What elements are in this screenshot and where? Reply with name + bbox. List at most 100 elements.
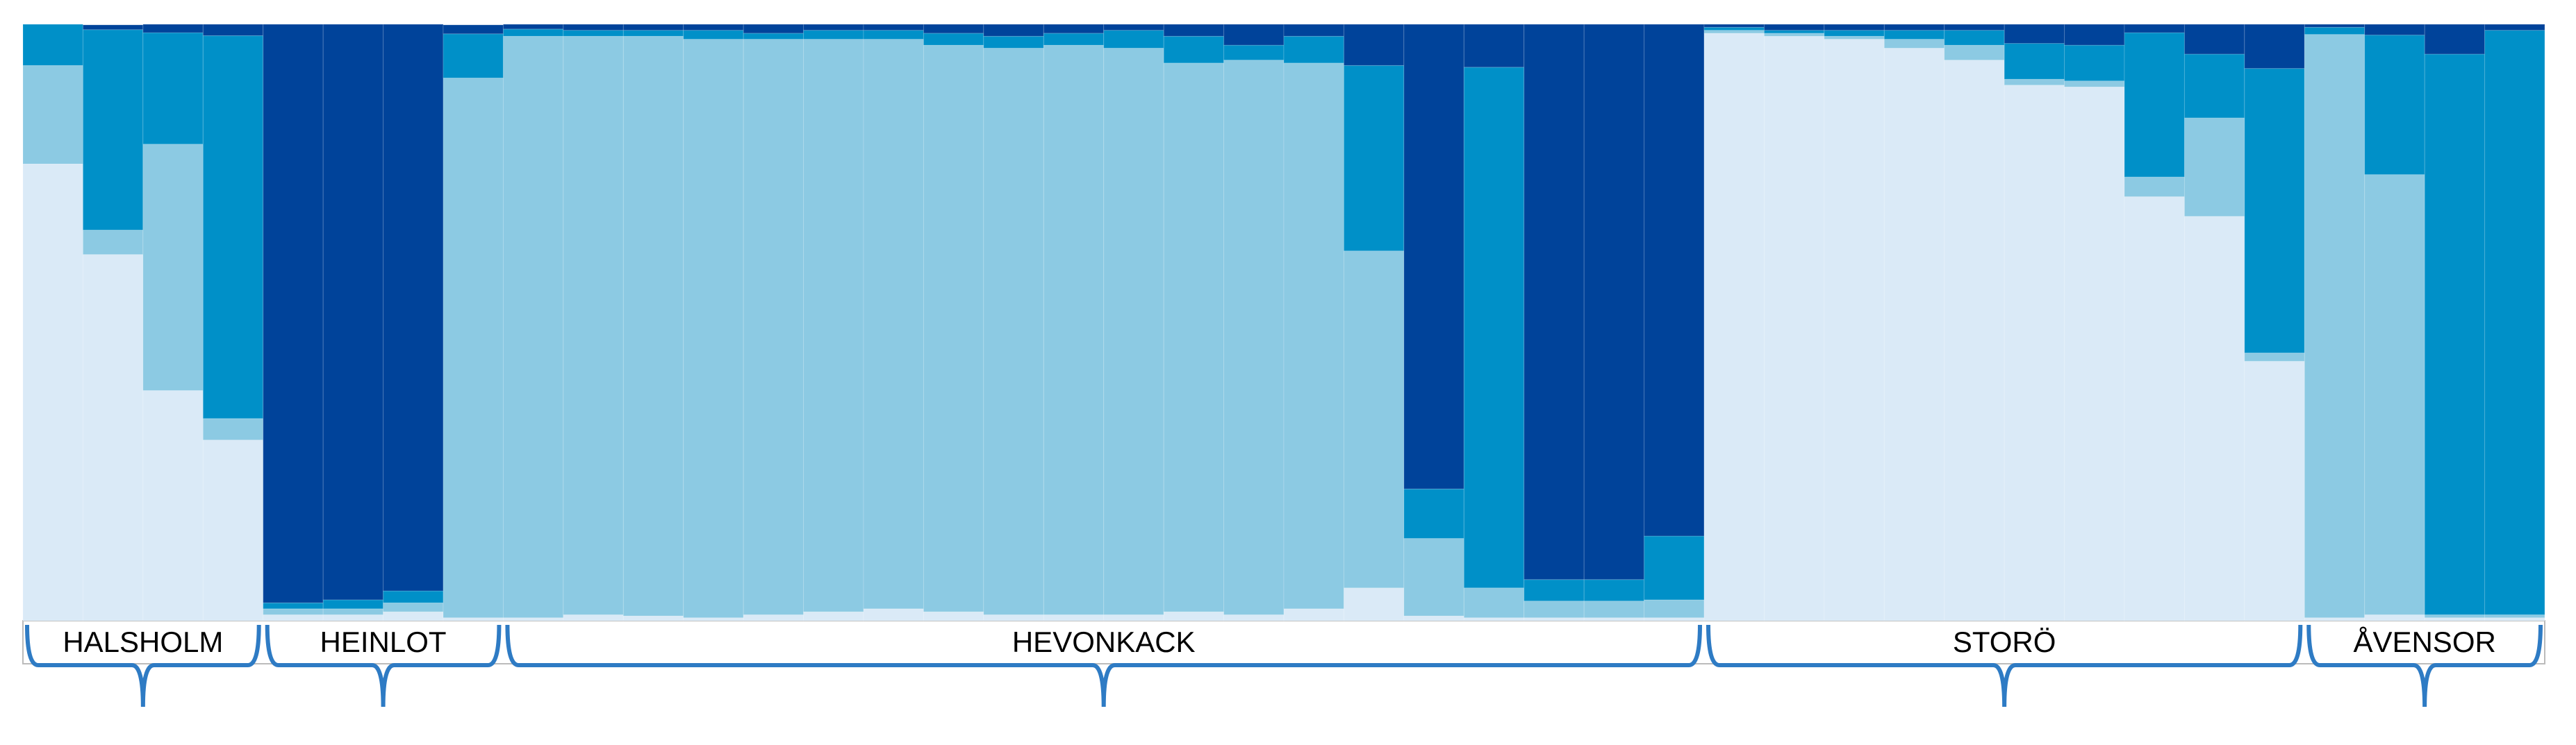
bar-segment (1463, 24, 1525, 68)
bar-segment (1703, 30, 1765, 34)
bar-segment (563, 614, 624, 621)
bar-segment (1583, 617, 1645, 621)
bar-segment (202, 440, 264, 621)
group-label: HEINLOT (320, 626, 447, 658)
bar-segment (2364, 174, 2425, 615)
label-strip (22, 620, 2545, 664)
bar-segment (1883, 38, 1945, 49)
bar-segment (1824, 24, 1885, 31)
bar-segment (563, 24, 624, 31)
bar-segment (1403, 24, 1464, 489)
bar-segment (1463, 617, 1525, 621)
bar-segment (1223, 44, 1285, 61)
bar-segment (1163, 611, 1225, 621)
bar-segment (383, 24, 444, 592)
bar-segment (2004, 85, 2065, 621)
bar-segment (2064, 81, 2125, 87)
bar-segment (1343, 250, 1405, 589)
bar-segment (2364, 34, 2425, 175)
bar-segment (683, 30, 744, 40)
bar-segment (622, 35, 684, 617)
bar-segment (22, 163, 83, 621)
bar-segment (1824, 35, 1885, 40)
bar-segment (1944, 30, 2005, 46)
bar-segment (1463, 587, 1525, 619)
bar-segment (2244, 352, 2305, 362)
bar-segment (1403, 537, 1464, 617)
bar-segment (1163, 35, 1225, 64)
bar-segment (683, 617, 744, 621)
bar-segment (2064, 24, 2125, 46)
bar-segment (1043, 24, 1105, 34)
bar-segment (322, 608, 384, 615)
bar-segment (1644, 599, 1705, 619)
bar-segment (502, 28, 564, 37)
bar-segment (803, 30, 864, 40)
bar-segment (1944, 24, 2005, 31)
bar-segment (923, 611, 984, 621)
bar-segment (2124, 32, 2185, 178)
bar-segment (2183, 53, 2245, 119)
bar-segment (1524, 617, 1585, 621)
bar-segment (683, 24, 744, 31)
bar-segment (683, 38, 744, 619)
bar-segment (383, 590, 444, 603)
bar-segment (1883, 47, 1945, 621)
bar-segment (2484, 30, 2545, 615)
bar-segment (863, 30, 924, 40)
bar-segment (2183, 24, 2245, 55)
bar-segment (2244, 24, 2305, 69)
bar-segment (1763, 30, 1825, 34)
bar-segment (142, 32, 204, 145)
bar-segment (743, 33, 804, 40)
bar-segment (1103, 30, 1164, 49)
bar-segment (1103, 47, 1164, 615)
bar-segment (983, 614, 1044, 621)
bar-segment (1283, 35, 1344, 64)
bar-segment (743, 614, 804, 621)
bar-segment (803, 38, 864, 612)
group-brace (505, 624, 1702, 708)
bar-segment (2244, 360, 2305, 621)
bar-segment (1583, 24, 1645, 580)
bar-segment (1463, 67, 1525, 589)
bar-segment (202, 418, 264, 441)
bar-segment (443, 24, 504, 35)
bar-segment (1043, 614, 1105, 621)
bar-segment (443, 77, 504, 619)
bar-segment (622, 24, 684, 31)
bar-segment (502, 24, 564, 30)
bar-segment (22, 65, 83, 165)
bar-segment (383, 602, 444, 612)
bar-segment (1103, 614, 1164, 621)
bar-segment (2244, 68, 2305, 353)
bar-segment (322, 599, 384, 610)
bar-segment (2484, 614, 2545, 619)
bar-segment (1043, 44, 1105, 615)
group-label: STORÖ (1953, 626, 2056, 658)
bar-segment (743, 38, 804, 615)
bar-segment (2004, 78, 2065, 86)
bar-segment (1944, 44, 2005, 61)
bar-segment (142, 390, 204, 621)
bar-segment (202, 35, 264, 419)
bar-segment (2064, 44, 2125, 82)
bar-segment (2424, 614, 2486, 619)
bar-segment (2424, 53, 2486, 615)
bar-segment (1703, 33, 1765, 621)
bar-segment (263, 614, 324, 621)
bar-segment (2183, 216, 2245, 621)
bar-segment (1763, 35, 1825, 621)
bar-segment (322, 24, 384, 601)
bar-segment (2304, 26, 2366, 35)
bar-segment (1883, 24, 1945, 31)
bar-segment (82, 254, 144, 621)
bar-segment (923, 44, 984, 612)
bar-segment (1163, 62, 1225, 612)
bar-segment (1343, 24, 1405, 66)
bar-segment (983, 35, 1044, 49)
group-brace (2306, 624, 2543, 708)
bar-segment (923, 33, 984, 46)
group-label: HEVONKACK (1012, 626, 1196, 658)
bar-segment (863, 38, 924, 610)
